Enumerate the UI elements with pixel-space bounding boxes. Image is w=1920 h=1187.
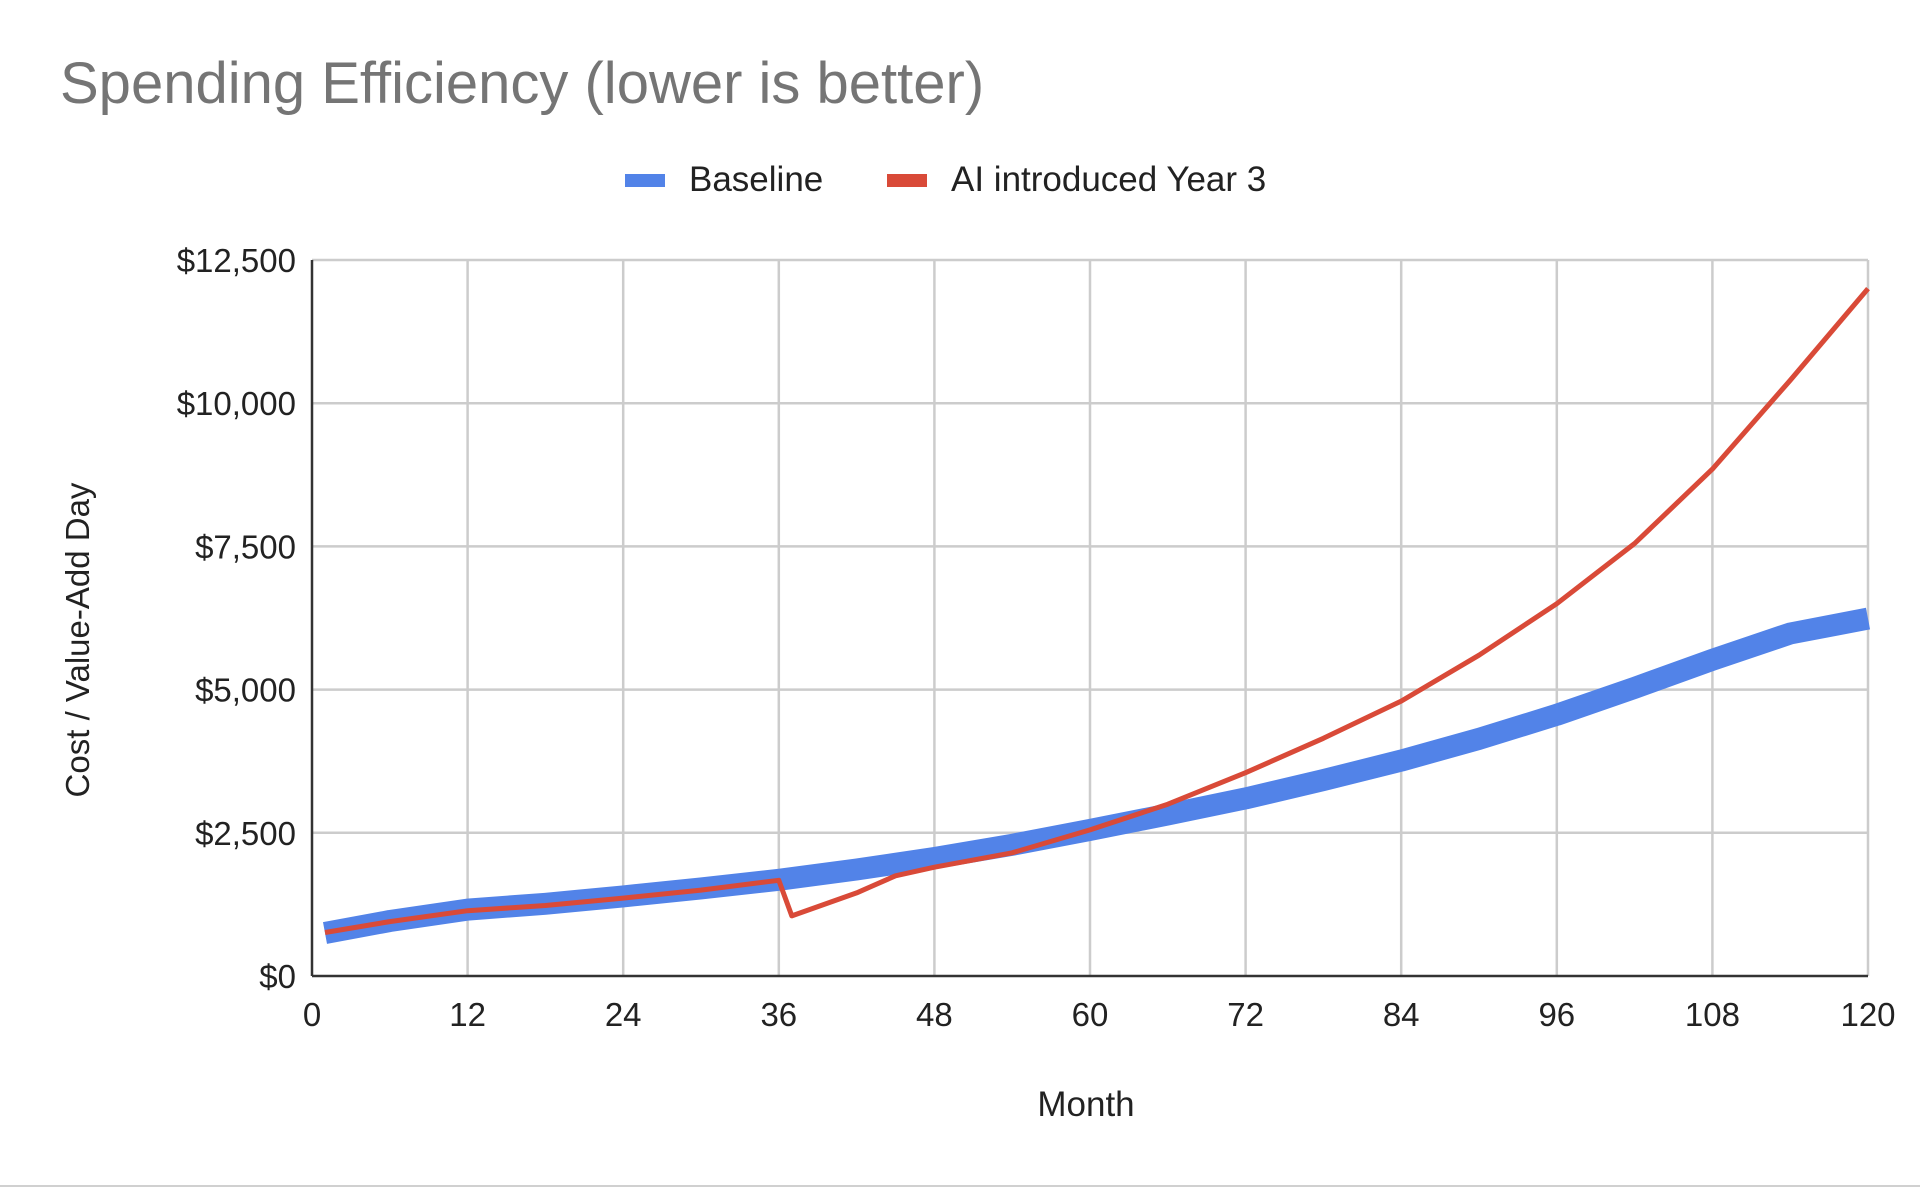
bottom-divider: [0, 1185, 1920, 1187]
legend-label-ai-introduced: AI introduced Year 3: [951, 160, 1267, 199]
x-tick-label: 60: [1072, 996, 1109, 1033]
x-tick-label: 0: [303, 996, 321, 1033]
legend: Baseline AI introduced Year 3: [0, 155, 1920, 205]
y-tick-label: $5,000: [195, 672, 296, 709]
y-tick-label: $0: [259, 958, 296, 995]
x-tick-label: 120: [1840, 996, 1895, 1033]
y-tick-label: $12,500: [177, 242, 296, 279]
x-tick-label: 108: [1685, 996, 1740, 1033]
x-tick-label: 36: [760, 996, 797, 1033]
x-axis-label: Month: [1037, 1085, 1135, 1124]
x-tick-label: 48: [916, 996, 953, 1033]
legend-item-ai-introduced: AI introduced Year 3: [887, 155, 1266, 205]
y-axis-label: Cost / Value-Add Day: [59, 482, 96, 798]
series-line-ai-introduced: [324, 286, 1870, 935]
x-tick-label: 84: [1383, 996, 1420, 1033]
x-tick-label: 96: [1538, 996, 1575, 1033]
legend-swatch-ai-introduced: [887, 173, 927, 187]
legend-swatch-baseline: [625, 173, 665, 187]
y-tick-label: $10,000: [177, 385, 296, 422]
y-tick-label: $7,500: [195, 528, 296, 565]
chart-title: Spending Efficiency (lower is better): [60, 51, 985, 116]
x-tick-label: 12: [449, 996, 486, 1033]
y-tick-label: $2,500: [195, 815, 296, 852]
x-tick-label: 72: [1227, 996, 1264, 1033]
series-line-baseline: [322, 607, 1871, 944]
legend-label-baseline: Baseline: [689, 160, 824, 199]
x-tick-label: 24: [605, 996, 642, 1033]
legend-item-baseline: Baseline: [625, 155, 823, 205]
